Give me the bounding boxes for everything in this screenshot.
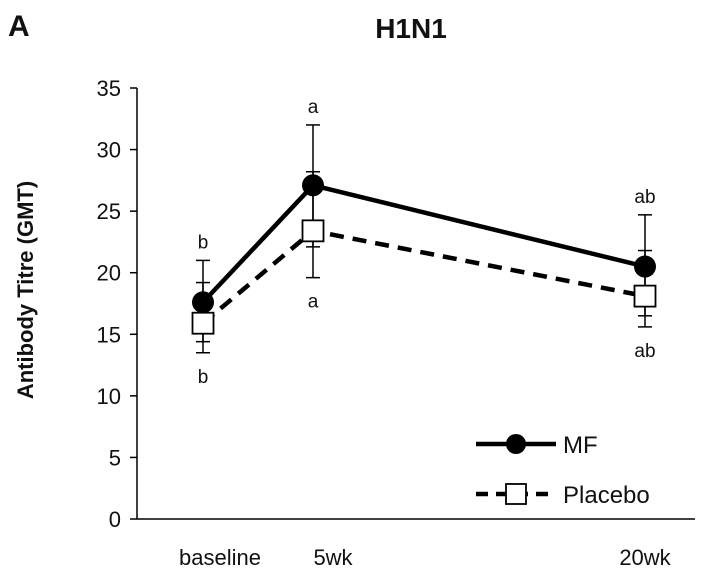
placebo-data-point	[633, 284, 657, 308]
mf-annotation: b	[198, 232, 209, 253]
y-tick-label: 5	[109, 445, 121, 470]
legend-placebo-label: Placebo	[563, 482, 650, 509]
legend: MF Placebo	[476, 432, 650, 509]
legend-mf-marker	[506, 434, 526, 454]
y-axis-label: Antibody Titre (GMT)	[13, 181, 38, 399]
y-tick-label: 20	[97, 261, 121, 286]
x-tick-label: baseline	[179, 545, 261, 570]
y-ticks: 0 5 10 15 20 25 30 35	[97, 76, 137, 532]
series-layer: b a ab b a ab	[191, 97, 657, 388]
placebo-series-line	[201, 228, 646, 325]
placebo-data-point	[301, 219, 325, 243]
x-tick-label: 5wk	[313, 545, 353, 570]
legend-mf-label: MF	[563, 432, 598, 459]
y-tick-label: 30	[97, 138, 121, 163]
y-tick-label: 0	[109, 507, 121, 532]
y-tick-label: 15	[97, 322, 121, 347]
placebo-data-point	[191, 311, 215, 335]
placebo-annotation: b	[198, 367, 209, 388]
panel-label: A	[8, 10, 30, 43]
x-tick-label: 20wk	[619, 545, 671, 570]
y-tick-label: 10	[97, 384, 121, 409]
placebo-annotation: ab	[634, 341, 655, 362]
legend-placebo-marker	[505, 483, 527, 505]
placebo-annotation: a	[308, 292, 319, 313]
y-tick-label: 25	[97, 199, 121, 224]
x-ticks: baseline 5wk 20wk	[179, 545, 672, 570]
chart-title: H1N1	[375, 13, 447, 44]
mf-annotation: a	[308, 97, 319, 118]
mf-annotation: ab	[634, 187, 655, 208]
y-tick-label: 35	[97, 76, 121, 101]
